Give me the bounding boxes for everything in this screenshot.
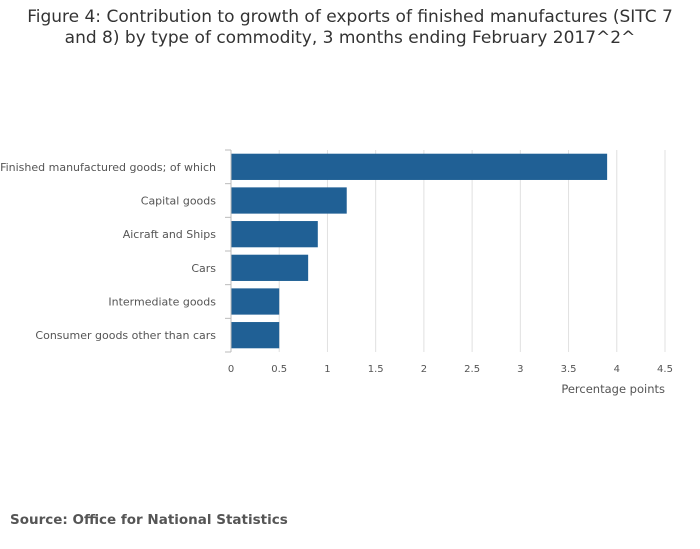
bar[interactable] xyxy=(231,187,347,214)
x-tick-labels: 0 0.5 1 1.5 2 2.5 3 3.5 4 4.5 xyxy=(228,364,673,375)
axes xyxy=(225,149,232,353)
bar[interactable] xyxy=(231,288,280,315)
gridlines xyxy=(278,150,666,352)
x-tick-label: 2.5 xyxy=(464,364,480,375)
bar[interactable] xyxy=(231,153,608,180)
bar[interactable] xyxy=(231,221,318,248)
category-label: Capital goods xyxy=(141,195,216,208)
x-tick-label: 3 xyxy=(517,364,523,375)
bar[interactable] xyxy=(231,322,280,349)
x-tick-label: 1 xyxy=(324,364,330,375)
chart-title: Figure 4: Contribution to growth of expo… xyxy=(27,7,673,48)
x-tick-label: 3.5 xyxy=(561,364,577,375)
category-label: Consumer goods other than cars xyxy=(35,329,216,342)
bars xyxy=(231,153,608,349)
category-labels: Finished manufactured goods; of which Cap… xyxy=(0,161,216,342)
x-tick-label: 0.5 xyxy=(271,364,287,375)
x-tick-label: 4.5 xyxy=(657,364,673,375)
bar[interactable] xyxy=(231,254,309,281)
x-axis-label: Percentage points xyxy=(561,382,665,396)
x-tick-label: 1.5 xyxy=(368,364,384,375)
category-label: Cars xyxy=(191,262,216,275)
category-label: Intermediate goods xyxy=(108,296,216,309)
x-tick-label: 4 xyxy=(614,364,620,375)
category-label: Aicraft and Ships xyxy=(123,228,217,241)
category-label: Finished manufactured goods; of which xyxy=(0,161,216,174)
x-tick-label: 0 xyxy=(228,364,234,375)
source-note: Source: Office for National Statistics xyxy=(10,512,288,528)
x-tick-label: 2 xyxy=(421,364,427,375)
